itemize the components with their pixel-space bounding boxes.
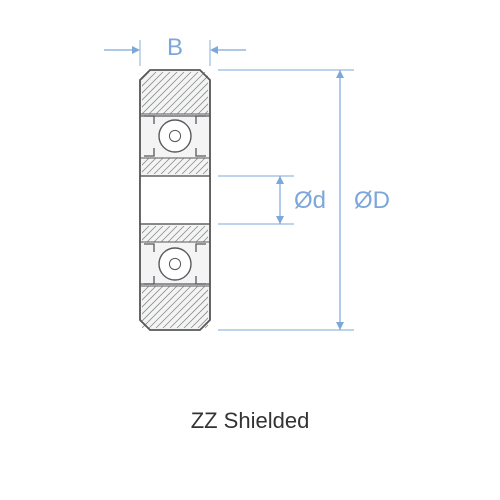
label-width-B: B <box>167 34 183 61</box>
bearing-cross-section: B Ød ØD <box>0 0 500 380</box>
diagram-caption: ZZ Shielded <box>0 408 500 434</box>
label-inner-dia: Ød <box>294 187 326 214</box>
label-outer-dia: ØD <box>354 187 390 214</box>
